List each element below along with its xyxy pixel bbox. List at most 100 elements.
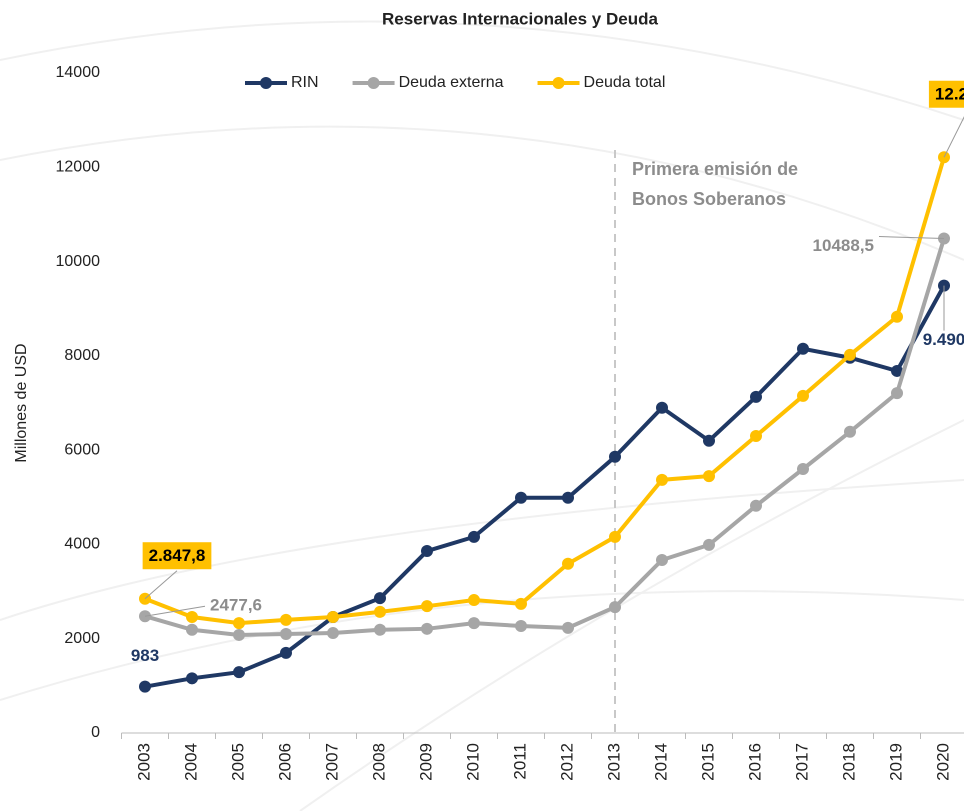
data-label: 2.847,8 — [149, 546, 206, 565]
y-axis-label: Millones de USD — [13, 343, 30, 462]
y-tick-label: 10000 — [56, 253, 101, 270]
x-tick-label: 2016 — [745, 743, 764, 781]
data-label: 12.212,9 — [935, 85, 964, 104]
data-point — [750, 499, 762, 512]
data-point — [186, 623, 198, 636]
x-tick-label: 2003 — [134, 743, 153, 781]
legend-label: Deuda total — [584, 74, 666, 91]
data-label: 2477,6 — [210, 596, 262, 615]
data-point — [703, 538, 715, 551]
data-point — [327, 627, 339, 640]
legend-label: Deuda externa — [399, 74, 504, 91]
data-point — [327, 611, 339, 624]
x-tick-label: 2008 — [369, 743, 388, 781]
data-point — [515, 597, 527, 610]
label-leader — [144, 570, 178, 600]
data-point — [750, 390, 762, 403]
y-tick-label: 2000 — [64, 630, 100, 647]
data-point — [891, 387, 903, 400]
y-tick-label: 4000 — [64, 536, 100, 553]
x-tick-label: 2015 — [698, 743, 717, 781]
x-tick-label: 2007 — [322, 743, 341, 781]
data-label: 9.490 — [923, 330, 964, 349]
x-tick-label: 2014 — [651, 743, 670, 781]
x-tick-label: 2004 — [181, 743, 200, 781]
data-point — [703, 434, 715, 447]
data-point — [703, 470, 715, 483]
x-tick-label: 2009 — [416, 743, 435, 781]
chart-title: Reservas Internacionales y Deuda — [382, 9, 658, 28]
x-tick-label: 2019 — [886, 743, 905, 781]
annotation-text: Primera emisión de — [632, 159, 798, 179]
y-tick-label: 8000 — [64, 347, 100, 364]
data-point — [562, 621, 574, 634]
data-point — [562, 557, 574, 570]
series-line — [144, 284, 946, 689]
data-point — [656, 401, 668, 414]
data-point — [280, 613, 292, 626]
x-tick-label: 2006 — [275, 743, 294, 781]
data-point — [468, 617, 480, 630]
data-point — [233, 666, 245, 679]
label-box — [142, 542, 212, 570]
data-point — [797, 389, 809, 402]
data-point — [421, 545, 433, 558]
x-tick-label: 2011 — [510, 743, 529, 780]
data-point — [280, 646, 292, 659]
label-leader — [878, 236, 945, 240]
data-point — [421, 600, 433, 613]
legend-item: RIN — [245, 74, 319, 91]
data-point — [468, 594, 480, 607]
label-leader — [144, 605, 206, 617]
y-tick-label: 14000 — [56, 64, 101, 81]
data-point — [186, 611, 198, 624]
legend-marker — [552, 77, 565, 89]
x-tick-label: 2018 — [839, 743, 858, 781]
data-point — [891, 364, 903, 377]
legend-item: Deuda total — [537, 74, 666, 91]
data-point — [844, 348, 856, 361]
data-point — [515, 491, 527, 504]
data-point — [468, 530, 480, 543]
data-point — [374, 623, 386, 636]
legend-marker — [260, 77, 272, 89]
data-point — [609, 530, 621, 543]
legend-marker — [367, 77, 380, 89]
data-point — [797, 463, 809, 475]
legend-item: Deuda externa — [352, 74, 504, 91]
x-tick-label: 2010 — [463, 743, 482, 781]
data-point — [374, 592, 386, 605]
data-point — [891, 310, 903, 323]
data-point — [233, 617, 245, 630]
x-tick-label: 2017 — [792, 743, 811, 781]
data-point — [797, 342, 809, 355]
data-point — [609, 450, 621, 463]
data-point — [233, 628, 245, 641]
data-point — [844, 425, 856, 438]
data-label: 10488,5 — [813, 236, 874, 255]
data-point — [421, 622, 433, 635]
series-line — [144, 156, 946, 626]
data-point — [609, 601, 621, 614]
legend-label: RIN — [291, 74, 319, 91]
data-point — [515, 619, 527, 632]
y-tick-label: 0 — [91, 724, 100, 741]
y-tick-label: 6000 — [64, 441, 100, 458]
data-point — [374, 605, 386, 618]
data-point — [280, 628, 292, 640]
data-point — [656, 473, 668, 486]
label-box — [928, 80, 964, 108]
y-tick-label: 12000 — [56, 159, 101, 176]
x-tick-label: 2005 — [228, 743, 247, 781]
series-line — [144, 237, 946, 637]
data-point — [186, 672, 198, 685]
data-point — [750, 430, 762, 442]
annotation-text: Bonos Soberanos — [632, 189, 786, 209]
label-leader — [943, 116, 964, 158]
x-tick-label: 2020 — [933, 743, 952, 781]
data-point — [656, 553, 668, 566]
x-tick-label: 2013 — [604, 743, 623, 781]
x-tick-label: 2012 — [557, 743, 576, 781]
data-point — [139, 680, 151, 693]
